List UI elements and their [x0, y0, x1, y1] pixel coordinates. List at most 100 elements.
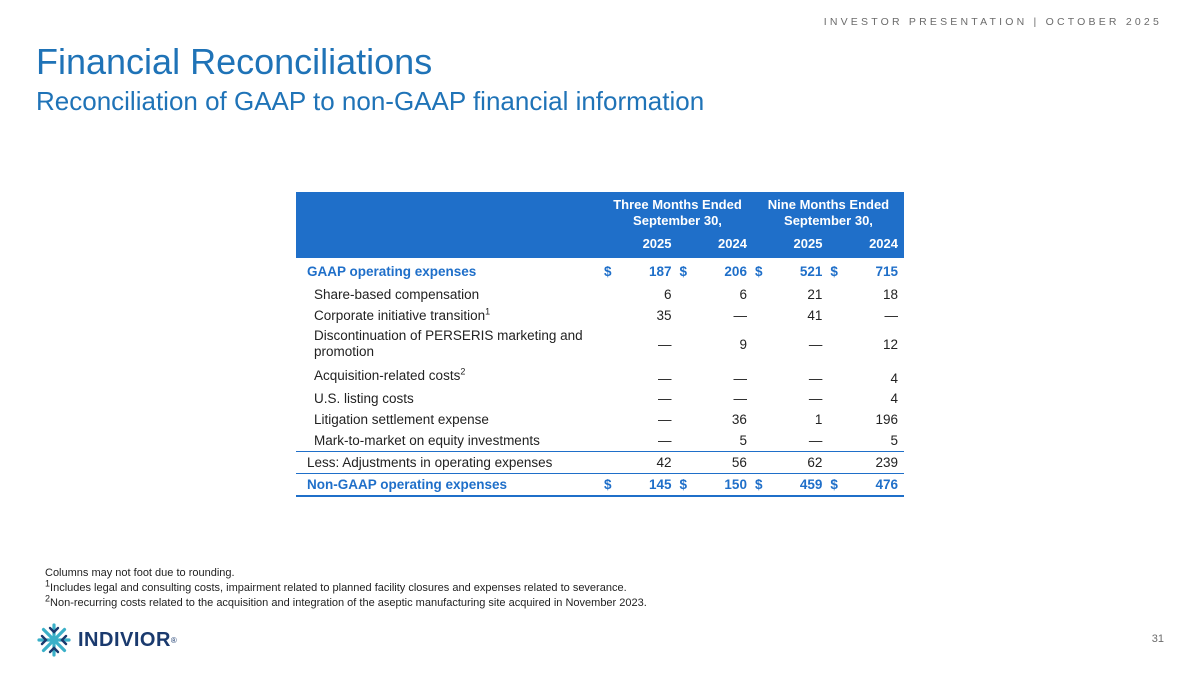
- cell-value: 21: [807, 287, 823, 302]
- cell-value: 521: [799, 263, 823, 279]
- table-row: Litigation settlement expense — 36 1 196: [296, 409, 904, 430]
- header-blank-2: [296, 231, 603, 258]
- table-row: Acquisition-related costs2 — — — 4: [296, 362, 904, 388]
- table-row: U.S. listing costs — — — 4: [296, 388, 904, 409]
- row-label: Corporate initiative transition1: [296, 305, 602, 326]
- cell-value: —: [769, 430, 829, 452]
- cell-value: 35: [656, 308, 672, 323]
- table-row: Discontinuation of PERSERIS marketing an…: [296, 326, 904, 362]
- cell-value: —: [657, 412, 672, 427]
- header-nine-months: Nine Months Ended September 30,: [752, 192, 904, 231]
- table-row: Non-GAAP operating expenses $ 145 $ 150 …: [296, 473, 904, 497]
- currency-sign: $: [828, 473, 845, 497]
- header-three-months-line1: Three Months Ended: [613, 197, 742, 212]
- currency-sign: $: [754, 263, 763, 279]
- cell-value: —: [808, 371, 823, 386]
- row-label: Non-GAAP operating expenses: [296, 473, 603, 497]
- cell-value: 187: [648, 263, 672, 279]
- table-row: Share-based compensation 6 6 21 18: [296, 284, 904, 305]
- header-blank: [296, 192, 603, 231]
- cell-value: —: [618, 430, 678, 452]
- footnote-2: 2Non-recurring costs related to the acqu…: [45, 593, 647, 611]
- cell-value: 6: [739, 287, 747, 302]
- cell-value: —: [733, 308, 747, 323]
- table-row: Mark-to-market on equity investments — 5…: [296, 430, 904, 452]
- cell-value: 6: [663, 287, 672, 302]
- cell-value: 18: [882, 287, 898, 302]
- cell-value: 62: [807, 455, 823, 470]
- row-label: Share-based compensation: [314, 287, 480, 302]
- cell-value: —: [657, 336, 672, 352]
- row-label: Discontinuation of PERSERIS marketing an…: [314, 328, 583, 359]
- logo-wordmark: INDIVIOR: [78, 628, 171, 651]
- currency-sign: $: [677, 473, 694, 497]
- cell-value: 459: [769, 473, 829, 497]
- currency-sign: $: [604, 263, 612, 279]
- logo-registered-mark: ®: [170, 635, 177, 645]
- cell-value: 5: [693, 430, 753, 452]
- row-label: Less: Adjustments in operating expenses: [307, 455, 553, 470]
- cell-value: —: [884, 308, 899, 323]
- reconciliation-table: Three Months Ended September 30, Nine Mo…: [296, 192, 904, 497]
- currency-sign: $: [679, 263, 687, 279]
- page-title: Financial Reconciliations: [36, 41, 433, 82]
- currency-sign: $: [752, 473, 770, 497]
- cell-value: —: [657, 391, 672, 406]
- row-label: Mark-to-market on equity investments: [296, 430, 603, 452]
- footnotes: Columns may not foot due to rounding. 1I…: [45, 566, 647, 611]
- header-year-q-2025: 2025: [602, 231, 678, 258]
- cell-value: 5: [844, 430, 904, 452]
- row-label-text: Acquisition-related costs: [314, 367, 461, 383]
- presentation-tag: INVESTOR PRESENTATION | OCTOBER 2025: [823, 16, 1162, 28]
- cell-value: —: [733, 391, 747, 406]
- cell-value: 196: [875, 412, 898, 427]
- row-label: Litigation settlement expense: [314, 412, 489, 427]
- snowflake-logo-icon: [37, 623, 71, 657]
- footnote-marker: 2: [460, 366, 466, 376]
- cell-value: 4: [890, 371, 898, 386]
- cell-value: 150: [693, 473, 753, 497]
- footnote-marker: 1: [485, 306, 491, 317]
- cell-value: 1: [814, 412, 823, 427]
- header-nine-months-line1: Nine Months Ended: [767, 197, 890, 212]
- header-nine-months-line2: September 30,: [784, 213, 873, 228]
- cell-value: —: [657, 371, 672, 386]
- currency-sign: $: [602, 473, 619, 497]
- footnote-1-text: Includes legal and consulting costs, imp…: [50, 582, 627, 594]
- header-year-q-2024: 2024: [677, 231, 753, 258]
- footnote-1-marker: 1: [45, 578, 51, 589]
- cell-value: 12: [882, 336, 898, 352]
- currency-sign: $: [830, 263, 838, 279]
- footnote-2-text: Non-recurring costs related to the acqui…: [50, 597, 647, 609]
- cell-value: 476: [844, 473, 904, 497]
- table-row: Corporate initiative transition1 35 — 41…: [296, 305, 904, 326]
- row-label: U.S. listing costs: [314, 391, 414, 406]
- cell-value: 56: [731, 455, 747, 470]
- footnote-1: 1Includes legal and consulting costs, im…: [45, 578, 647, 596]
- rounding-note: Columns may not foot due to rounding.: [45, 567, 235, 579]
- cell-value: 36: [731, 412, 747, 427]
- table-row: Less: Adjustments in operating expenses …: [296, 452, 904, 474]
- header-year-n-2025: 2025: [752, 231, 829, 258]
- cell-value: 42: [656, 455, 672, 470]
- indivior-logo: INDIVIOR ®: [36, 620, 206, 660]
- page-subtitle: Reconciliation of GAAP to non-GAAP finan…: [36, 86, 705, 116]
- cell-value: —: [808, 336, 823, 352]
- cell-value: 715: [875, 263, 898, 279]
- cell-value: 206: [724, 263, 747, 279]
- cell-value: —: [733, 371, 747, 386]
- footnote-2-marker: 2: [45, 593, 51, 604]
- cell-value: 9: [739, 336, 747, 352]
- row-label: Acquisition-related costs2: [296, 362, 602, 388]
- cell-value: 4: [890, 391, 898, 406]
- table-row: GAAP operating expenses $ 187 $ 206 $ 52…: [296, 258, 904, 284]
- header-year-n-2024: 2024: [828, 231, 904, 258]
- page-number: 31: [1151, 633, 1164, 645]
- header-three-months-line2: September 30,: [633, 213, 722, 228]
- row-label: GAAP operating expenses: [307, 263, 477, 279]
- cell-value: 239: [875, 455, 898, 470]
- cell-value: 41: [807, 308, 823, 323]
- header-three-months: Three Months Ended September 30,: [602, 192, 753, 231]
- cell-value: —: [808, 391, 823, 406]
- cell-value: 145: [618, 473, 678, 497]
